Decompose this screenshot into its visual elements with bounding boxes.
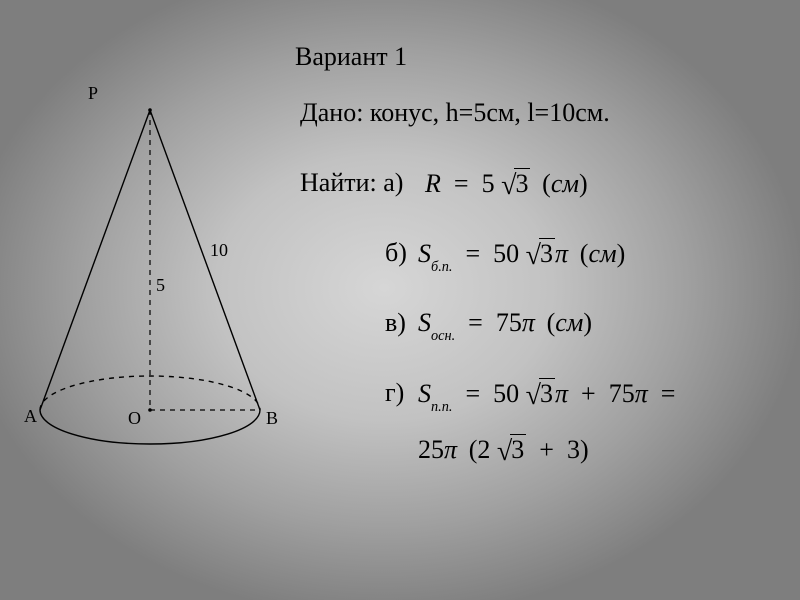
sqrt-icon: √3 [497,434,526,466]
given-text: Дано: конус, h=5см, l=10см. [300,98,610,128]
label-A: A [24,406,37,427]
label-P: P [88,83,98,104]
center-point [148,408,152,412]
b-lhs: S [418,239,431,268]
g-lhs: S [418,379,431,408]
label-g: г) [385,378,404,408]
ellipse-front [40,410,260,444]
a-coef: 5 [482,169,495,198]
sqrt-icon: √3 [526,238,555,270]
slant-left [40,110,150,410]
cone-diagram: P A B O 5 10 [10,80,300,480]
label-l: 10 [210,240,228,261]
sqrt-icon: √3 [526,378,555,410]
cone-svg [10,80,300,480]
answer-a: R = 5 √3 (см) [425,168,588,200]
apex-point [148,108,152,112]
slant-right [150,110,260,410]
a-lhs: R [425,169,441,198]
answer-v: Sосн. = 75π (см) [418,308,592,342]
label-b: б) [385,238,407,268]
find-label: Найти: а) [300,168,403,198]
variant-title: Вариант 1 [295,42,407,72]
sqrt-icon: √3 [501,168,530,200]
label-h: 5 [156,275,165,296]
answer-b: Sб.п. = 50 √3π (см) [418,238,625,273]
v-lhs: S [418,308,431,337]
label-v: в) [385,308,406,338]
label-O: O [128,408,141,429]
label-B: B [266,408,278,429]
a-paren: ( [537,169,551,198]
answer-g-line1: Sп.п. = 50 √3π + 75π = [418,378,675,413]
answer-g-line2: 25π (2 √3 + 3) [418,434,589,466]
